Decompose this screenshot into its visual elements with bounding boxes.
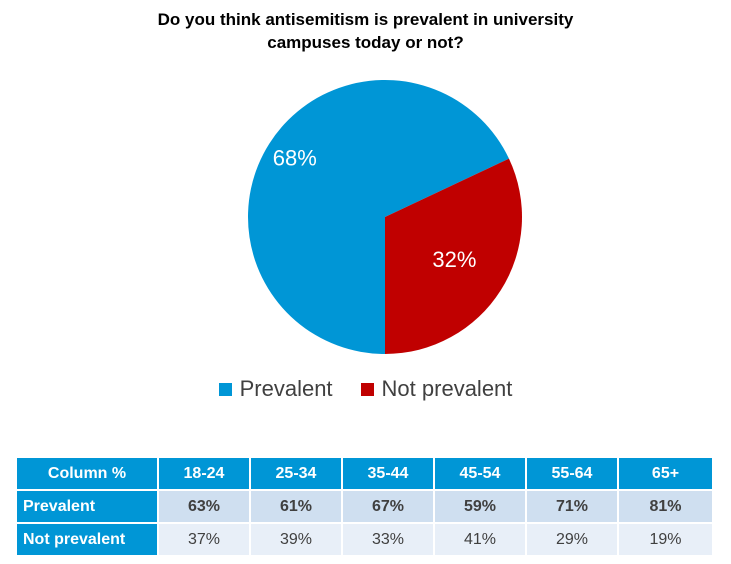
table-row-label: Prevalent bbox=[15, 489, 159, 524]
table-row-label: Not prevalent bbox=[15, 522, 159, 557]
table-cell: 19% bbox=[617, 522, 714, 557]
chart-title-line-1: Do you think antisemitism is prevalent i… bbox=[157, 10, 574, 29]
legend-item-prevalent: Prevalent bbox=[218, 376, 333, 402]
table-cell: 81% bbox=[617, 489, 714, 524]
table-header-cell: 45-54 bbox=[433, 456, 527, 491]
table-header-cell: 18-24 bbox=[157, 456, 251, 491]
legend-label-prevalent: Prevalent bbox=[239, 376, 333, 401]
table-header-cell: 35-44 bbox=[341, 456, 435, 491]
table-cell: 29% bbox=[525, 522, 619, 557]
table-row: Prevalent 63% 61% 67% 59% 71% 81% bbox=[15, 489, 714, 524]
table-cell: 33% bbox=[341, 522, 435, 557]
pie-slice-not-prevalent bbox=[385, 158, 522, 354]
legend: Prevalent Not prevalent bbox=[0, 376, 731, 402]
legend-label-not-prevalent: Not prevalent bbox=[381, 376, 513, 401]
table-header-cell: 25-34 bbox=[249, 456, 343, 491]
chart-title-line-2: campuses today or not? bbox=[267, 33, 464, 52]
pie-slice-prevalent bbox=[247, 80, 509, 355]
chart-title: Do you think antisemitism is prevalent i… bbox=[60, 8, 671, 54]
table-cell: 63% bbox=[157, 489, 251, 524]
pie-data-label: 68% bbox=[273, 146, 317, 171]
table-header-cell: 55-64 bbox=[525, 456, 619, 491]
legend-swatch-prevalent bbox=[218, 382, 232, 396]
legend-swatch-not-prevalent bbox=[360, 382, 374, 396]
table-header-row: Column % 18-24 25-34 35-44 45-54 55-64 6… bbox=[15, 456, 714, 491]
table-cell: 39% bbox=[249, 522, 343, 557]
legend-item-not-prevalent: Not prevalent bbox=[360, 376, 513, 402]
table-cell: 71% bbox=[525, 489, 619, 524]
table-cell: 37% bbox=[157, 522, 251, 557]
table-cell: 61% bbox=[249, 489, 343, 524]
pie-data-label: 32% bbox=[432, 247, 476, 272]
table-cell: 59% bbox=[433, 489, 527, 524]
table-cell: 67% bbox=[341, 489, 435, 524]
table-cell: 41% bbox=[433, 522, 527, 557]
table-header-cell: Column % bbox=[15, 456, 159, 491]
table-row: Not prevalent 37% 39% 33% 41% 29% 19% bbox=[15, 522, 714, 557]
table-header-cell: 65+ bbox=[617, 456, 714, 491]
age-breakdown-table: Column % 18-24 25-34 35-44 45-54 55-64 6… bbox=[15, 456, 714, 557]
pie-chart: 68% 32% bbox=[247, 80, 522, 355]
